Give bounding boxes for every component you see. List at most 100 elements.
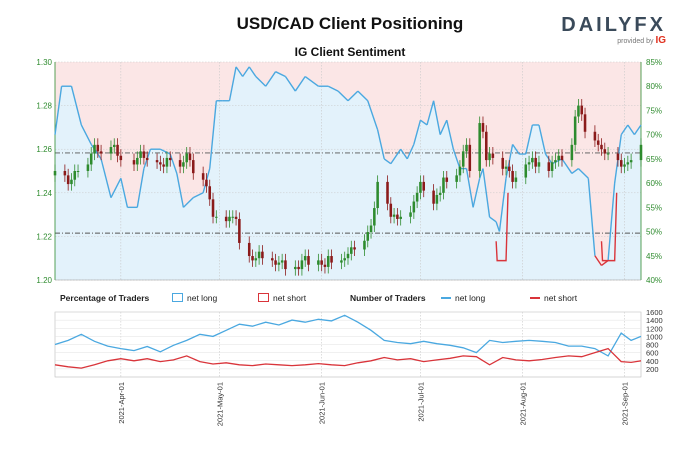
sentiment-segment: [136, 168, 145, 208]
candle-body: [580, 105, 584, 115]
candle-body: [238, 218, 241, 243]
sentiment-segment: [376, 129, 385, 160]
candle-body: [340, 260, 343, 263]
candle-body: [224, 216, 228, 222]
x-tick-label: 2021-Jul-01: [416, 382, 425, 422]
candle-body: [577, 105, 580, 117]
sentiment-segment: [577, 168, 589, 179]
candle-body: [570, 144, 574, 161]
brand-provider: provided by IG: [561, 35, 666, 46]
candle-body: [511, 171, 514, 182]
candle-body: [415, 192, 419, 202]
candle-body: [343, 258, 346, 261]
traders-net-long-line: [54, 314, 642, 357]
candle-body: [537, 162, 541, 167]
traders-tick-label: 800: [646, 341, 659, 350]
sentiment-segment: [594, 255, 603, 266]
candle-body: [211, 199, 215, 217]
x-tick-label-group: 2021-Aug-01: [518, 382, 527, 425]
candle-body: [376, 181, 379, 209]
x-tick-label-group: 2021-Apr-01: [117, 382, 126, 424]
percent-tick-label: 85%: [646, 58, 662, 67]
price-tick-label: 1.22: [36, 232, 52, 241]
x-tick-label-group: 2021-May-01: [216, 382, 225, 426]
candle-body: [63, 171, 67, 176]
candle-body: [468, 144, 472, 171]
candle-body: [119, 155, 123, 161]
candle-body: [109, 147, 113, 154]
net-long-area: [55, 66, 641, 280]
sentiment-segment: [479, 168, 484, 179]
sentiment-segment: [209, 100, 218, 169]
percent-tick-label: 45%: [646, 252, 662, 261]
candle-body: [228, 216, 231, 222]
sentiment-segment: [571, 168, 579, 174]
brand-name: DAILYFX: [561, 14, 666, 36]
candle-body: [629, 160, 633, 163]
sentiment-segment: [367, 100, 379, 131]
legend-pct-long-label: net long: [187, 293, 218, 303]
candle-body: [139, 151, 142, 158]
x-tick-label-group: 2021-Sep-01: [621, 382, 630, 425]
sentiment-segment: [176, 173, 185, 208]
sentiment-segment: [601, 260, 609, 267]
candle-body: [557, 155, 560, 161]
net-long-box-icon: [172, 293, 183, 302]
sentiment-segment: [265, 71, 277, 87]
candle-body: [320, 260, 323, 265]
candle-body: [165, 157, 169, 167]
candle-body: [346, 253, 350, 259]
traders-tick-label: 400: [646, 357, 659, 366]
candle-body: [89, 153, 93, 165]
sentiment-segment: [242, 66, 250, 77]
percent-tick-label: 40%: [646, 276, 662, 285]
candle-body: [168, 157, 172, 161]
candle-body: [389, 203, 393, 217]
candle-body: [412, 201, 416, 213]
candle-body: [504, 166, 508, 169]
sentiment-segment: [357, 90, 369, 102]
candle-body: [534, 157, 537, 167]
candle-body: [76, 171, 80, 172]
sentiment-segment: [472, 178, 481, 208]
candle-body: [231, 216, 235, 218]
candle-body: [623, 164, 626, 167]
net-short-box-icon: [258, 293, 269, 302]
traders-net-short-line: [54, 347, 642, 369]
candle-body: [96, 144, 100, 152]
candle-body: [247, 242, 251, 257]
candle-body: [303, 256, 307, 261]
candle-body: [93, 144, 96, 154]
candle-body: [409, 212, 412, 217]
candle-body: [234, 216, 238, 219]
candle-body: [419, 181, 422, 193]
sentiment-short-segment: [495, 192, 509, 262]
sentiment-segment: [347, 90, 359, 102]
candle-body: [392, 214, 396, 217]
net-long-line-icon: [441, 297, 451, 299]
candle-body: [484, 131, 488, 161]
candle-body: [191, 160, 195, 174]
candle-body: [369, 225, 373, 233]
candle-body: [330, 256, 333, 263]
candle-body: [478, 123, 481, 171]
sentiment-segment: [400, 148, 408, 160]
legend-pct-long: net long: [172, 293, 217, 303]
candle-body: [86, 164, 90, 171]
candle-body: [326, 256, 330, 267]
candle-body: [373, 208, 376, 226]
chart-subtitle: IG Client Sentiment: [294, 45, 406, 59]
sentiment-segment: [110, 177, 122, 198]
candle-body: [185, 153, 188, 163]
sentiment-segment: [182, 197, 194, 208]
sentiment-segment: [80, 124, 92, 145]
percent-tick-label: 80%: [646, 82, 662, 91]
dailyfx-logo: DAILYFX provided by IG: [561, 14, 666, 46]
price-tick-label: 1.30: [36, 58, 52, 67]
candle-body: [280, 260, 284, 263]
sentiment-segment: [426, 100, 435, 126]
sentiment-segment: [275, 71, 286, 78]
candle-body: [554, 160, 557, 163]
ig-logo: IG: [655, 35, 666, 46]
